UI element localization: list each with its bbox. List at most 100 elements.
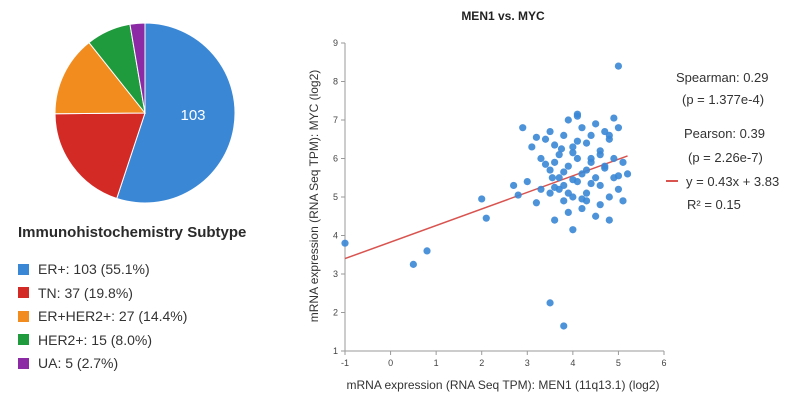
data-point [551, 141, 559, 149]
y-tick-label: 4 [333, 231, 338, 241]
data-point [519, 124, 527, 132]
regression-line-group [344, 155, 628, 260]
legend-item-her2-plus: HER2+: 15 (8.0%) [18, 329, 187, 351]
data-point [537, 154, 545, 163]
y-tick-label: 1 [333, 346, 338, 356]
data-point [592, 212, 600, 220]
x-tick-label: 3 [525, 358, 530, 368]
data-point [601, 127, 609, 136]
legend-item-er-her2-plus: ER+HER2+: 27 (14.4%) [18, 305, 187, 327]
axes [341, 42, 665, 355]
data-point [614, 172, 623, 180]
data-point [564, 162, 572, 170]
data-point [564, 189, 572, 197]
data-point [528, 143, 536, 151]
pie-slice-er-her2-plus [54, 41, 147, 115]
data-point [532, 133, 541, 141]
legend-label: ER+HER2+: 27 (14.4%) [38, 308, 188, 324]
legend-label: TN: 37 (19.8%) [38, 284, 133, 301]
data-point [541, 135, 550, 143]
data-point [596, 147, 604, 155]
legend: ER+: 103 (55.1%) TN: 37 (19.8%) ER+HER2+… [18, 258, 187, 376]
data-point [514, 191, 522, 199]
data-point [555, 151, 563, 159]
y-tick-label: 6 [333, 154, 338, 164]
legend-swatch [18, 310, 29, 322]
data-point [341, 239, 349, 247]
data-point [523, 178, 531, 186]
data-point [546, 189, 554, 197]
data-point [560, 131, 568, 139]
x-tick-label: 5 [616, 358, 621, 368]
data-point [587, 179, 595, 188]
data-point [587, 154, 595, 163]
y-tick-label: 7 [333, 115, 338, 125]
data-point [587, 158, 595, 166]
pearson-p-value: (p = 2.26e-7) [688, 150, 763, 165]
regression-equation-text: y = 0.43x + 3.83 [686, 174, 780, 189]
data-point [510, 181, 518, 190]
data-point [560, 197, 568, 205]
data-point [605, 131, 613, 139]
legend-item-tn: TN: 37 (19.8%) [18, 282, 187, 304]
x-tick-label: 2 [479, 358, 484, 368]
data-point [555, 185, 563, 193]
data-point [596, 151, 604, 159]
data-point [578, 195, 586, 203]
pie-slice-label: 103 [180, 107, 205, 124]
data-point [573, 110, 582, 118]
data-point [605, 135, 613, 143]
pearson-value: Pearson: 0.39 [684, 126, 765, 141]
y-tick-label: 8 [333, 77, 338, 87]
data-point [596, 201, 604, 209]
data-point [619, 197, 627, 205]
data-point [409, 260, 417, 268]
data-point [610, 114, 618, 122]
stats-panel: Spearman: 0.29 (p = 1.377e-4) Pearson: 0… [652, 0, 788, 401]
data-point [601, 164, 609, 172]
data-point [564, 208, 572, 216]
data-point [541, 160, 550, 168]
data-point [548, 174, 556, 182]
data-point [582, 166, 591, 174]
chart-title: MEN1 vs. MYC [461, 9, 545, 23]
legend-item-ua: UA: 5 (2.7%) [18, 352, 187, 374]
data-point [560, 322, 568, 330]
data-points [341, 62, 632, 330]
x-tick-label: 0 [388, 358, 393, 368]
x-tick-label: -1 [341, 358, 349, 368]
data-point [569, 193, 577, 201]
y-tick-label: 5 [333, 192, 338, 202]
data-point [614, 124, 623, 132]
spearman-p-value: (p = 1.377e-4) [682, 92, 765, 107]
data-point [596, 181, 604, 190]
pie-panel: 103 Immunohistochemistry Subtype ER+: 10… [0, 0, 300, 401]
regression-line [344, 155, 628, 260]
data-point [614, 185, 623, 193]
pie-chart: 103 [54, 22, 236, 204]
legend-swatch [18, 357, 29, 369]
data-point [578, 170, 586, 178]
data-point [582, 189, 591, 197]
data-point [569, 149, 577, 157]
data-point [582, 139, 591, 147]
regression-legend-swatch [666, 179, 678, 182]
data-point [560, 168, 568, 176]
data-point [573, 178, 582, 186]
legend-label: ER+: 103 (55.1%) [38, 261, 150, 277]
data-point [551, 183, 559, 191]
x-tick-label: 1 [434, 358, 439, 368]
data-point [557, 145, 566, 153]
data-point [573, 154, 582, 163]
data-point [623, 170, 632, 178]
legend-label: UA: 5 (2.7%) [38, 355, 119, 371]
data-point [551, 158, 559, 166]
data-point [578, 124, 586, 132]
pie-slice-er-plus [116, 22, 236, 204]
data-point [532, 199, 541, 207]
data-point [569, 226, 577, 234]
data-point [573, 112, 582, 120]
data-point [573, 137, 582, 145]
